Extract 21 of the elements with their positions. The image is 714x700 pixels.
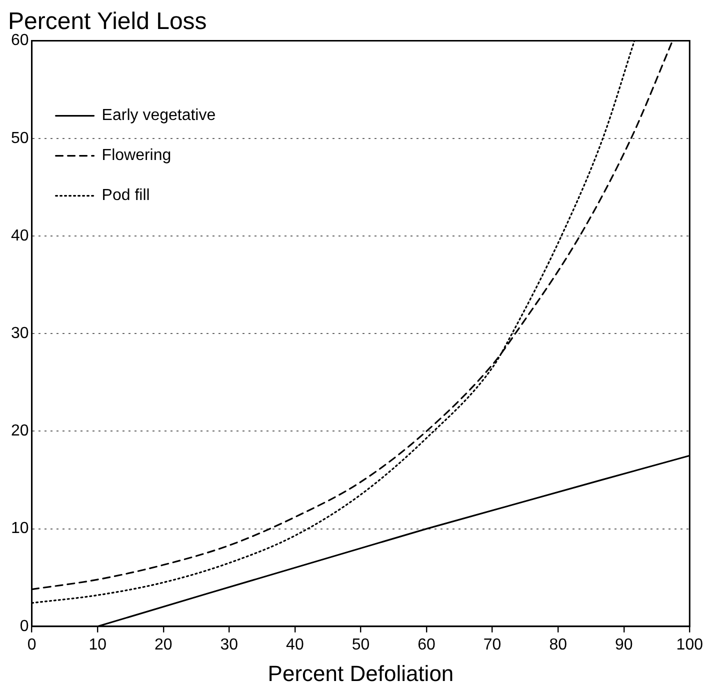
x-tick-label: 20 <box>154 636 172 654</box>
x-axis-title: Percent Defoliation <box>268 660 454 686</box>
legend-label: Early vegetative <box>102 107 216 124</box>
legend-label: Flowering <box>102 147 172 164</box>
legend-label: Pod fill <box>102 187 150 204</box>
x-tick-label: 30 <box>220 636 238 654</box>
x-tick-label: 40 <box>286 636 304 654</box>
x-tick-label: 10 <box>88 636 107 654</box>
x-tick-label: 90 <box>614 636 633 654</box>
y-tick-label: 30 <box>11 325 29 342</box>
x-tick-label: 100 <box>676 636 704 654</box>
y-tick-label: 20 <box>11 422 29 440</box>
y-tick-label: 50 <box>11 130 29 147</box>
y-tick-label: 60 <box>11 32 29 50</box>
y-tick-label: 10 <box>11 520 29 538</box>
x-tick-label: 60 <box>418 636 436 654</box>
y-tick-label: 0 <box>20 618 29 635</box>
y-tick-label: 40 <box>11 227 29 244</box>
x-tick-label: 70 <box>483 636 502 654</box>
x-tick-label: 80 <box>549 636 568 654</box>
x-tick-label: 50 <box>352 636 370 654</box>
